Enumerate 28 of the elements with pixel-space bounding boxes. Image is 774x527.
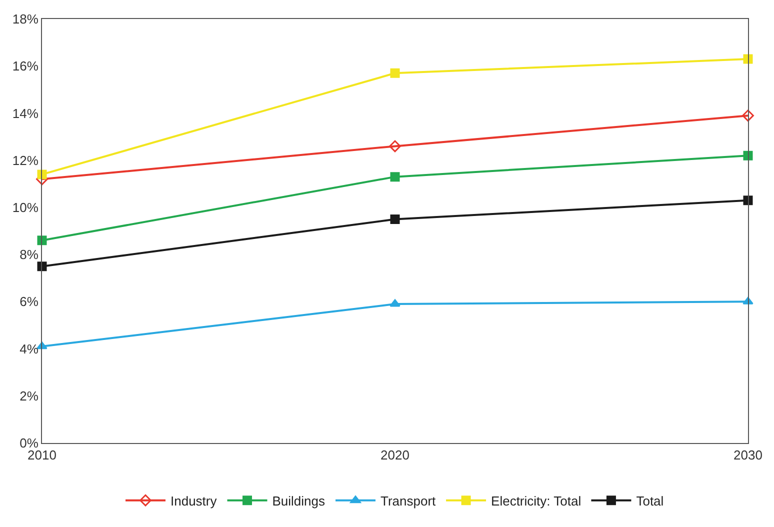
point xyxy=(37,262,47,272)
y-tick-label: 16% xyxy=(12,58,39,74)
point xyxy=(37,236,47,246)
y-tick-label: 10% xyxy=(12,200,39,215)
y-tick-label: 18% xyxy=(12,12,39,27)
point xyxy=(390,214,400,224)
point xyxy=(743,54,753,64)
point xyxy=(37,170,47,180)
y-tick-label: 14% xyxy=(12,106,39,121)
point xyxy=(743,196,753,206)
y-tick-label: 8% xyxy=(20,247,39,262)
point xyxy=(743,150,753,160)
x-tick-label: 2020 xyxy=(380,448,410,463)
legend-label: Total xyxy=(636,493,664,508)
legend-label: Buildings xyxy=(272,493,326,508)
point xyxy=(390,299,400,307)
point xyxy=(742,110,754,122)
legend-label: Industry xyxy=(170,493,218,508)
y-tick-label: 4% xyxy=(20,341,39,356)
legend-label: Transport xyxy=(380,493,436,508)
point xyxy=(389,140,401,152)
y-tick-label: 6% xyxy=(20,294,39,310)
y-tick-label: 12% xyxy=(12,152,39,168)
point xyxy=(390,68,400,78)
point xyxy=(390,172,400,182)
legend-label: Electricity: Total xyxy=(491,493,582,508)
y-tick-label: 2% xyxy=(20,388,39,404)
x-tick-label: 2030 xyxy=(734,448,762,463)
